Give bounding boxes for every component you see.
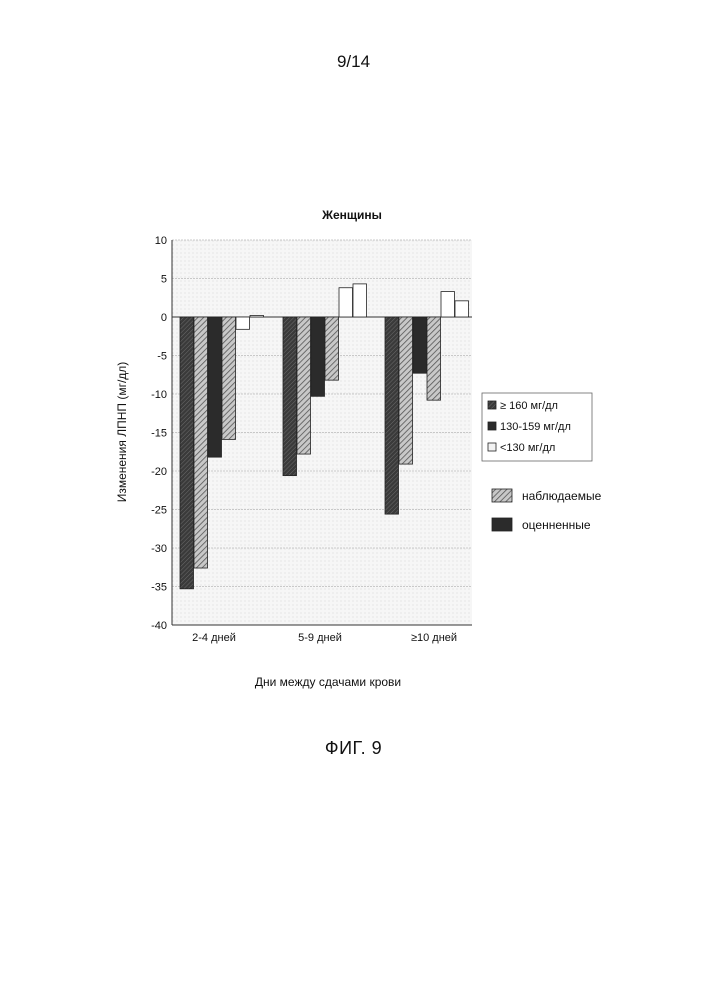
bar [455,301,469,317]
y-tick-label: -15 [151,428,167,440]
legend-swatch [492,518,512,531]
x-tick-label: 2-4 дней [192,632,236,644]
y-tick-label: -5 [157,351,167,363]
figure-caption: ФИГ. 9 [0,738,707,759]
legend-label: 130-159 мг/дл [500,421,571,433]
y-tick-label: 5 [161,274,167,286]
x-tick-labels: 2-4 дней 5-9 дней ≥10 дней [192,632,457,644]
y-tick-label: -10 [151,389,167,401]
legend-label: наблюдаемые [522,489,602,503]
legend-swatch [488,422,496,430]
bar [427,317,441,400]
y-tick-label: -30 [151,543,167,555]
bar [311,317,325,396]
chart-title: Женщины [321,208,382,222]
legend-label: оценненные [522,518,591,532]
legend-swatch [492,489,512,502]
bar [283,317,297,476]
legend-label: ≥ 160 мг/дл [500,400,558,412]
bar [441,292,455,317]
bar [222,317,236,439]
bar [413,317,427,373]
x-tick-label: 5-9 дней [298,632,342,644]
bar [208,317,222,457]
bar [297,317,311,454]
y-axis-label: Изменения ЛПНП (мг/дл) [115,362,129,503]
y-tick-label: 10 [155,235,167,247]
legend: ≥ 160 мг/дл 130-159 мг/дл <130 мг/дл наблюд… [482,393,602,532]
y-tick-label: -40 [151,620,167,632]
y-tick-label: -25 [151,505,167,517]
bar [399,317,413,464]
bar [339,288,353,317]
x-axis-label: Дни между сдачами крови [255,675,401,689]
x-tick-label: ≥10 дней [411,632,457,644]
bar [250,315,264,317]
bar [325,317,339,380]
bar [353,284,367,317]
legend-swatch [488,401,496,409]
bar [180,317,194,589]
y-tick-label: -20 [151,466,167,478]
y-tick-label: -35 [151,582,167,594]
y-tick-label: 0 [161,312,167,324]
bar [194,317,208,568]
bar [236,317,250,329]
legend-label: <130 мг/дл [500,442,555,454]
plot-area: 10 5 0 -5 -10 -15 -20 -25 -30 -35 -40 [151,235,472,632]
legend-swatch [488,443,496,451]
bar [385,317,399,514]
